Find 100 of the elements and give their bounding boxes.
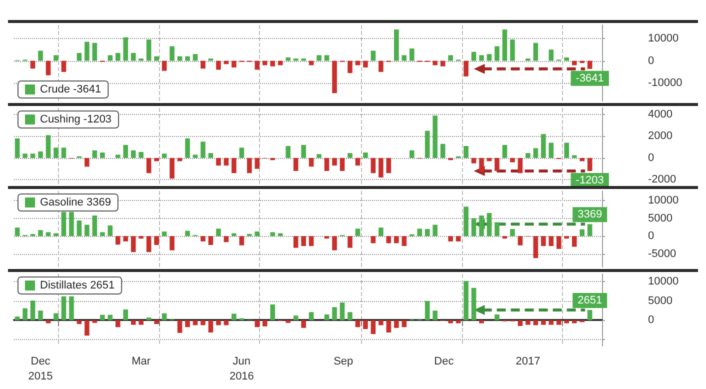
bar <box>363 152 368 158</box>
bar <box>355 158 360 166</box>
bar <box>254 320 260 328</box>
bar <box>332 158 337 166</box>
bar <box>370 320 376 334</box>
bar <box>386 320 392 333</box>
legend-label: Cushing -1203 <box>40 114 112 126</box>
bar <box>340 158 345 171</box>
bar <box>378 320 384 326</box>
bar <box>224 158 229 166</box>
bar <box>424 130 430 158</box>
bar <box>46 320 51 324</box>
bar <box>100 232 105 236</box>
bar <box>84 224 90 236</box>
y-tick-label: 2000 <box>648 130 672 142</box>
bar <box>54 233 58 236</box>
bar <box>123 37 128 61</box>
bar <box>340 302 345 320</box>
y-tick-label: -5000 <box>648 248 676 260</box>
bar <box>200 236 206 242</box>
bar <box>61 296 66 320</box>
bar <box>84 42 90 61</box>
bar <box>262 320 268 326</box>
y-tick-label: 0 <box>648 54 654 67</box>
bar <box>123 309 128 320</box>
bar <box>494 222 500 236</box>
data-label: 2651 <box>578 294 602 306</box>
bar <box>394 29 399 61</box>
bar <box>22 154 28 158</box>
y-tick-label: 0 <box>648 152 654 164</box>
bar <box>541 134 546 158</box>
bar <box>332 307 337 320</box>
x-tick-label: Sep <box>334 356 354 368</box>
bar <box>14 316 20 320</box>
y-tick-label: -10000 <box>648 77 682 90</box>
bar <box>84 320 90 336</box>
bar <box>216 158 221 166</box>
bar <box>417 228 422 236</box>
y-tick-label: 5000 <box>648 294 672 307</box>
bar <box>440 60 446 66</box>
y-tick-label: 10000 <box>648 32 679 44</box>
bar <box>548 320 554 325</box>
bar <box>510 40 515 61</box>
bar <box>185 320 190 328</box>
bar <box>510 158 515 162</box>
bar <box>69 296 74 320</box>
bar <box>494 158 500 171</box>
bar <box>100 152 105 158</box>
bar <box>76 52 82 61</box>
bar <box>224 320 229 326</box>
bar <box>108 225 113 236</box>
bar <box>146 40 152 61</box>
bar <box>587 310 592 320</box>
bar <box>471 288 476 320</box>
bar <box>432 116 438 158</box>
bar <box>526 320 530 325</box>
bar <box>200 142 206 158</box>
bar <box>54 313 58 320</box>
bar <box>146 236 152 252</box>
bar <box>510 229 515 236</box>
y-tick-label: 10000 <box>648 194 679 207</box>
bar <box>154 158 159 162</box>
bar <box>402 236 407 246</box>
data-label: 3369 <box>578 208 602 221</box>
bar <box>316 154 322 158</box>
bar <box>14 228 20 236</box>
bar <box>386 158 392 174</box>
bar <box>432 310 438 320</box>
bar <box>185 138 190 158</box>
bar <box>84 158 90 167</box>
x-tick-label: Dec 2015 <box>28 356 53 382</box>
bar <box>92 150 98 158</box>
bar <box>541 236 546 246</box>
bar <box>370 50 376 61</box>
bar <box>332 60 337 94</box>
bar <box>456 320 461 324</box>
bar <box>69 212 74 236</box>
bar <box>154 56 159 61</box>
bar <box>548 236 554 246</box>
bar <box>378 158 384 178</box>
bar <box>162 154 167 158</box>
bar <box>432 224 438 236</box>
bar <box>224 236 229 242</box>
y-tick-label: 0 <box>648 314 654 326</box>
bar <box>424 300 430 320</box>
x-tick-label: Mar <box>132 356 151 368</box>
bar <box>456 236 461 242</box>
bar <box>38 50 43 61</box>
bar <box>370 158 376 174</box>
bar <box>486 213 492 236</box>
bar <box>30 154 36 158</box>
bar <box>115 52 120 61</box>
bar <box>286 146 291 158</box>
bar <box>146 158 152 174</box>
bar <box>46 232 51 236</box>
bar <box>363 320 368 330</box>
data-label: -1203 <box>576 174 604 187</box>
bar <box>108 55 113 61</box>
bar <box>22 308 28 320</box>
bar <box>92 42 98 61</box>
